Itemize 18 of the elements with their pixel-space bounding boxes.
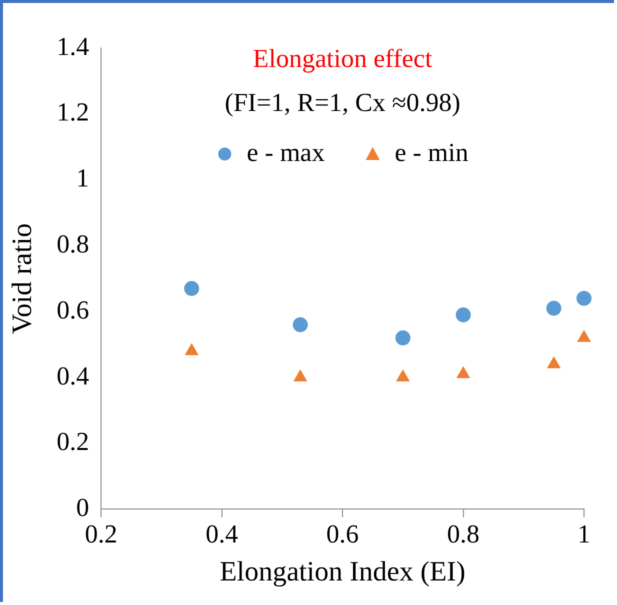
y-tick-label: 1.2	[56, 98, 90, 127]
x-tick-label: 0.4	[206, 520, 238, 549]
chart-title: Elongation effect	[252, 44, 433, 73]
text: (FI=1, R=1, Cx ≈0.98)	[224, 88, 460, 117]
y-tick-label: 0.6	[56, 295, 90, 324]
x-tick-label: 1	[578, 520, 590, 549]
y-tick-label: 1	[76, 164, 90, 193]
x-axis-title: Elongation Index (EI)	[220, 556, 466, 588]
y-tick-label: 0	[76, 493, 90, 522]
legend-label: e - max	[246, 138, 325, 167]
y-tick-label: 0.8	[56, 229, 90, 258]
y-tick-label: 0.2	[56, 427, 90, 456]
x-tick-label: 0.6	[326, 520, 359, 549]
y-axis-title: Void ratio	[7, 223, 38, 334]
y-tick-label: 1.4	[56, 32, 90, 61]
y-tick-label: 0.4	[56, 361, 90, 390]
x-tick-label: 0.8	[447, 520, 480, 549]
legend-label: e - min	[394, 138, 468, 167]
